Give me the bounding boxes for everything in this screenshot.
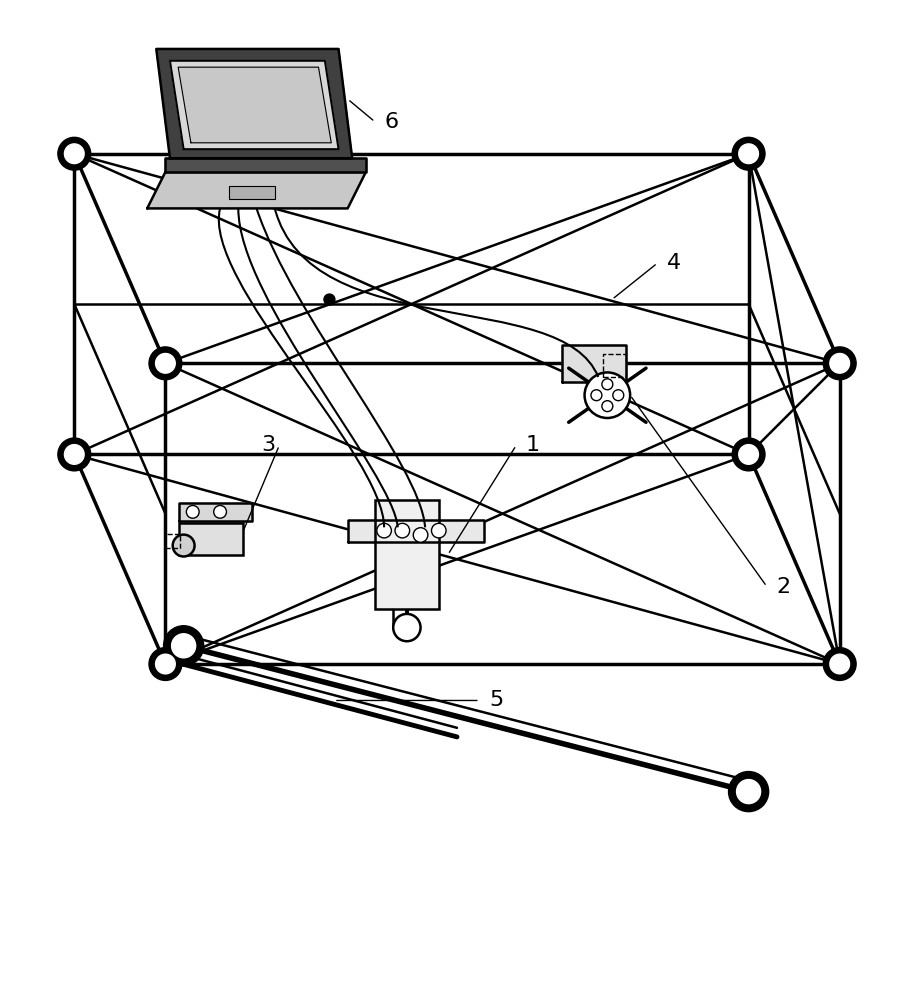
Circle shape	[728, 772, 769, 812]
Polygon shape	[156, 49, 352, 158]
Circle shape	[737, 780, 760, 804]
Circle shape	[585, 372, 630, 418]
Circle shape	[58, 438, 90, 471]
Bar	[229, 186, 275, 199]
Text: 3: 3	[261, 435, 275, 455]
Circle shape	[155, 353, 175, 373]
Circle shape	[739, 144, 759, 164]
Text: 1: 1	[526, 435, 539, 455]
Circle shape	[65, 445, 84, 464]
Polygon shape	[147, 172, 366, 208]
Polygon shape	[179, 503, 252, 521]
Circle shape	[164, 626, 204, 666]
Circle shape	[830, 654, 849, 674]
Circle shape	[395, 523, 409, 538]
Circle shape	[149, 648, 182, 680]
Circle shape	[413, 528, 428, 542]
Circle shape	[173, 535, 195, 556]
Circle shape	[739, 445, 759, 464]
Circle shape	[602, 401, 612, 412]
Bar	[229, 186, 275, 199]
Circle shape	[612, 390, 623, 401]
Circle shape	[830, 353, 849, 373]
Circle shape	[324, 294, 335, 305]
Polygon shape	[347, 520, 484, 542]
Circle shape	[732, 438, 765, 471]
Circle shape	[602, 379, 612, 390]
Circle shape	[377, 523, 391, 538]
Polygon shape	[170, 61, 338, 149]
Polygon shape	[165, 158, 366, 172]
Circle shape	[824, 347, 856, 380]
Circle shape	[393, 614, 420, 641]
Circle shape	[732, 137, 765, 170]
Text: 5: 5	[489, 690, 503, 710]
Circle shape	[591, 390, 602, 401]
Text: 2: 2	[776, 577, 790, 597]
Bar	[375, 500, 439, 609]
Circle shape	[824, 648, 856, 680]
Text: 4: 4	[666, 253, 681, 273]
Bar	[375, 500, 439, 609]
Circle shape	[431, 523, 446, 538]
Polygon shape	[178, 67, 331, 143]
Circle shape	[172, 634, 196, 658]
Circle shape	[214, 505, 227, 518]
Circle shape	[58, 137, 90, 170]
Bar	[179, 523, 243, 555]
Bar	[165, 534, 180, 548]
Bar	[179, 523, 243, 555]
Circle shape	[65, 144, 84, 164]
Circle shape	[155, 654, 175, 674]
Circle shape	[149, 347, 182, 380]
Text: 6: 6	[384, 112, 399, 132]
Polygon shape	[562, 345, 625, 382]
Circle shape	[186, 505, 199, 518]
Bar	[603, 354, 625, 377]
